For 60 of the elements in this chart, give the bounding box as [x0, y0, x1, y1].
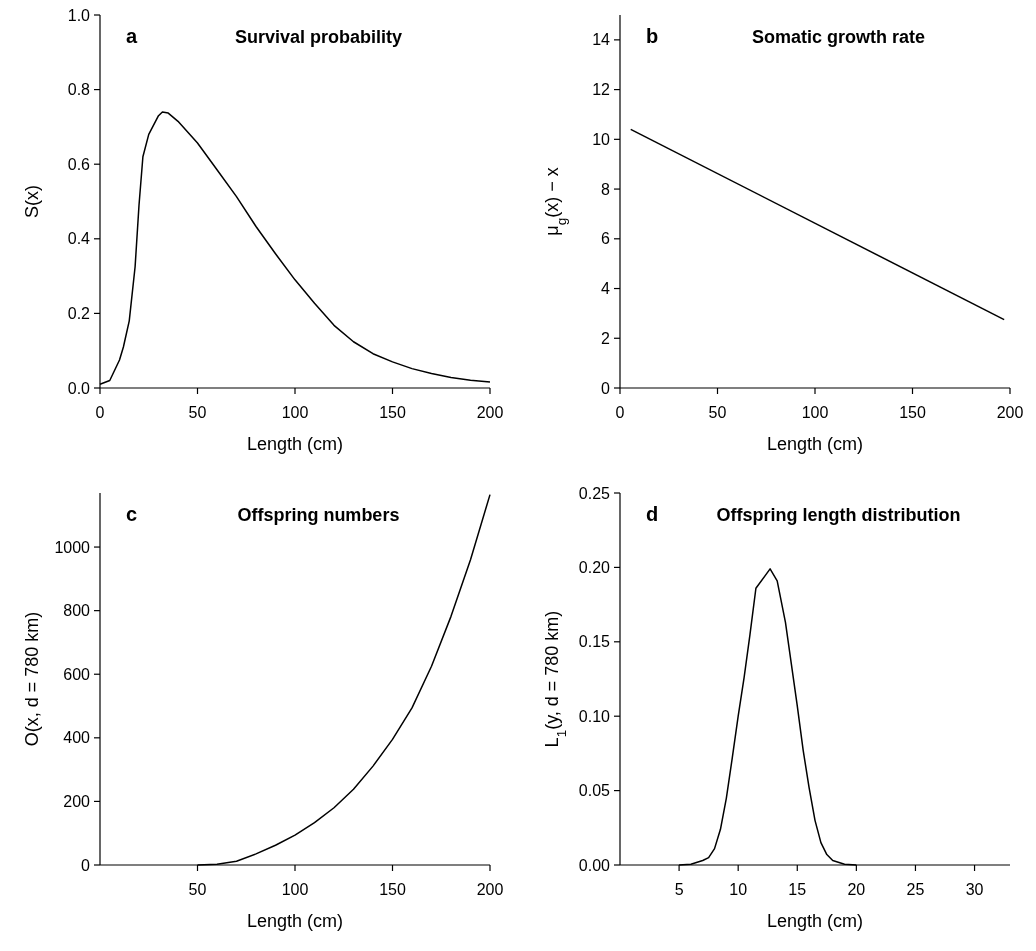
y-tick-label: 0.05	[578, 782, 611, 800]
y-tick-label: 0	[81, 856, 91, 874]
x-axis-title: Length (cm)	[766, 911, 864, 931]
x-tick-label: 50	[188, 881, 207, 898]
y-tick-label: 0.25	[578, 484, 611, 502]
y-tick-label: 12	[592, 81, 611, 99]
x-tick-label: 100	[281, 881, 309, 898]
y-tick-label: 0.15	[578, 633, 611, 651]
y-tick-label: 0.0	[67, 379, 91, 397]
y-tick-label: 14	[592, 31, 611, 49]
x-tick-label: 150	[379, 881, 406, 898]
annotation: a	[126, 25, 138, 47]
y-tick-label: 0.20	[578, 559, 611, 576]
x-tick-label: 150	[379, 404, 406, 421]
x-tick-label: 15	[788, 881, 807, 898]
annotation: b	[646, 25, 659, 47]
annotation: c	[126, 503, 138, 525]
y-tick-label: 0	[601, 379, 611, 397]
x-tick-label: 10	[729, 881, 748, 898]
y-tick-label: 0.10	[578, 707, 611, 725]
y-tick-label: 0.2	[67, 305, 91, 322]
text: Offspring length distribution	[716, 505, 961, 525]
x-tick-label: 0	[615, 404, 625, 421]
x-tick-label: 50	[188, 404, 207, 421]
y-tick-label: 6	[601, 230, 611, 248]
x-tick-label: 150	[899, 404, 926, 421]
y-tick-label: 600	[63, 665, 91, 683]
x-tick-label: 30	[965, 881, 984, 898]
y-tick-label: 200	[63, 793, 91, 811]
text: Somatic growth rate	[751, 27, 925, 47]
x-tick-label: 50	[708, 404, 727, 421]
x-tick-label: 100	[801, 404, 829, 421]
y-tick-label: 0.4	[67, 230, 91, 248]
x-tick-label: 20	[847, 881, 866, 898]
x-tick-label: 100	[281, 404, 309, 421]
y-tick-label: 2	[601, 329, 611, 347]
y-tick-label: 1.0	[67, 6, 91, 24]
x-tick-label: 25	[906, 881, 925, 898]
y-tick-label: 400	[63, 729, 91, 747]
text: Offspring numbers	[237, 505, 400, 525]
text: Survival probability	[234, 27, 402, 47]
y-tick-label: 10	[592, 130, 611, 148]
y-tick-label: 4	[601, 280, 611, 298]
x-tick-label: 5	[674, 881, 684, 898]
x-axis-title: Length (cm)	[766, 434, 864, 454]
annotation: d	[646, 503, 659, 525]
x-tick-label: 200	[996, 404, 1024, 421]
y-tick-label: 1000	[54, 538, 91, 556]
y-tick-label: 0.6	[67, 155, 91, 173]
x-tick-label: 200	[476, 881, 504, 898]
y-tick-label: 8	[601, 180, 611, 198]
y-tick-label: 0.8	[67, 81, 91, 99]
y-tick-label: 0.00	[578, 856, 611, 874]
y-tick-label: 800	[63, 602, 91, 620]
x-axis-title: Length (cm)	[246, 434, 344, 454]
y-axis-title: O(x, d = 780 km)	[22, 611, 42, 747]
y-axis-title: S(x)	[22, 185, 42, 218]
x-tick-label: 200	[476, 404, 504, 421]
x-axis-title: Length (cm)	[246, 911, 344, 931]
x-tick-label: 0	[95, 404, 105, 421]
